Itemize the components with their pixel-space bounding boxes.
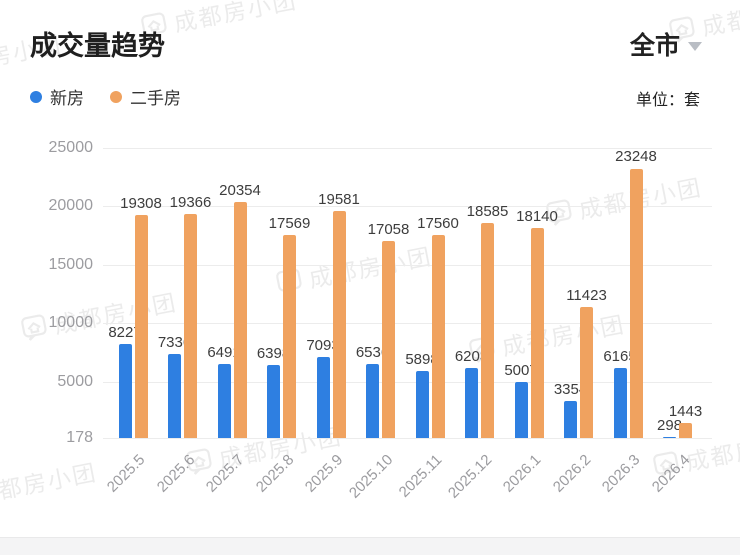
- unit-label: 单位：套: [635, 92, 700, 109]
- x-axis-label: 2025.5: [103, 451, 149, 496]
- bar-value-label: 298: [656, 416, 683, 434]
- bar-value-label: 6536: [355, 343, 390, 361]
- bar-new-house-2025.6[interactable]: [168, 354, 181, 438]
- bar-value-label: 6165: [603, 348, 637, 366]
- x-axis-label: 2025.10: [345, 451, 396, 502]
- y-axis-label: 25000: [48, 139, 94, 156]
- bar-value-label: 20354: [219, 182, 261, 200]
- bar-second-hand-2025.8[interactable]: [283, 234, 296, 438]
- bar-new-house-2025.9[interactable]: [316, 357, 330, 438]
- bar-second-hand-2026.2[interactable]: [580, 306, 593, 438]
- bar-second-hand-2025.9[interactable]: [332, 211, 346, 438]
- legend-dot-new-house-icon: [30, 90, 42, 103]
- bar-value-label: 18140: [516, 208, 558, 226]
- legend-dot-second-hand-icon: [110, 90, 122, 103]
- bar-new-house-2025.10[interactable]: [366, 363, 379, 438]
- bar-new-house-2025.11[interactable]: [415, 371, 429, 438]
- bar-value-label: 6398: [256, 345, 291, 363]
- bar-second-hand-2026.4[interactable]: [679, 423, 692, 438]
- gridline: [103, 206, 712, 207]
- bar-new-house-2025.5[interactable]: [118, 344, 132, 438]
- bar-value-label: 5007: [504, 361, 538, 379]
- x-axis-label: 2025.7: [202, 451, 248, 496]
- x-axis-label: 2026.3: [598, 451, 644, 496]
- bar-second-hand-2026.1[interactable]: [530, 228, 544, 438]
- bar-value-label: 6203: [454, 347, 489, 365]
- bar-value-label: 1443: [668, 403, 703, 421]
- bar-second-hand-2025.11[interactable]: [431, 234, 445, 438]
- x-axis-label: 2025.12: [444, 451, 495, 502]
- gridline: [103, 148, 712, 149]
- region-label: 全市: [629, 32, 680, 60]
- region-selector[interactable]: 全市: [630, 26, 702, 62]
- gridline: [103, 265, 712, 266]
- x-axis-label: 2026.1: [499, 451, 545, 496]
- y-axis-label: 20000: [48, 197, 94, 214]
- bar-second-hand-2025.5[interactable]: [134, 214, 148, 438]
- x-axis-label: 2025.6: [153, 451, 198, 496]
- legend-item-second-hand[interactable]: 二手房: [110, 84, 181, 109]
- bar-value-label: 11423: [566, 286, 607, 304]
- bar-new-house-2026.2[interactable]: [564, 400, 577, 438]
- chevron-down-icon: [688, 41, 702, 51]
- gridline: [103, 323, 712, 324]
- bar-new-house-2025.12[interactable]: [465, 367, 478, 438]
- bar-value-label: 19308: [120, 194, 162, 212]
- legend-item-new-house[interactable]: 新房: [30, 84, 84, 109]
- bar-value-label: 7093: [306, 337, 340, 355]
- bar-second-hand-2025.6[interactable]: [184, 213, 197, 438]
- bar-value-label: 23248: [615, 148, 657, 166]
- bar-value-label: 17560: [417, 214, 459, 232]
- gridline: [103, 438, 712, 439]
- bar-value-label: 3354: [553, 380, 588, 398]
- bar-new-house-2025.7[interactable]: [217, 364, 231, 438]
- bar-new-house-2025.8[interactable]: [267, 365, 280, 438]
- footer-strip: [0, 537, 740, 555]
- x-axis-label: 2025.9: [301, 451, 347, 496]
- legend-label-new-house: 新房: [50, 89, 84, 108]
- y-axis-label: 10000: [48, 314, 94, 331]
- bar-second-hand-2025.7[interactable]: [233, 202, 247, 438]
- bar-second-hand-2026.3[interactable]: [629, 168, 643, 438]
- bar-value-label: 17569: [268, 214, 311, 232]
- chart-legend: 新房 二手房: [30, 84, 181, 109]
- bar-new-house-2026.4[interactable]: [663, 436, 676, 438]
- bar-second-hand-2025.10[interactable]: [382, 240, 395, 438]
- page-title: 成交量趋势: [30, 31, 165, 61]
- bar-value-label: 19581: [318, 191, 360, 209]
- bar-value-label: 17058: [367, 220, 410, 238]
- y-axis-label: 15000: [48, 256, 94, 273]
- bar-new-house-2026.3[interactable]: [613, 368, 627, 438]
- bar-value-label: 8227: [108, 323, 142, 341]
- x-axis-label: 2025.11: [395, 451, 446, 501]
- bar-value-label: 7336: [157, 334, 192, 352]
- gridline: [103, 382, 712, 383]
- x-axis-label: 2026.4: [648, 451, 693, 496]
- bar-second-hand-2025.12[interactable]: [481, 222, 494, 438]
- x-axis-label: 2025.8: [252, 451, 297, 496]
- bar-value-label: 6491: [207, 344, 241, 362]
- y-axis-label: 178: [66, 429, 93, 446]
- bar-value-label: 5898: [405, 351, 439, 369]
- y-axis-label: 5000: [57, 373, 93, 390]
- bar-new-house-2026.1[interactable]: [514, 381, 528, 438]
- x-axis-label: 2026.2: [549, 451, 594, 496]
- bar-value-label: 19366: [169, 193, 212, 211]
- legend-label-second-hand: 二手房: [130, 89, 181, 108]
- bar-value-label: 18585: [466, 202, 509, 220]
